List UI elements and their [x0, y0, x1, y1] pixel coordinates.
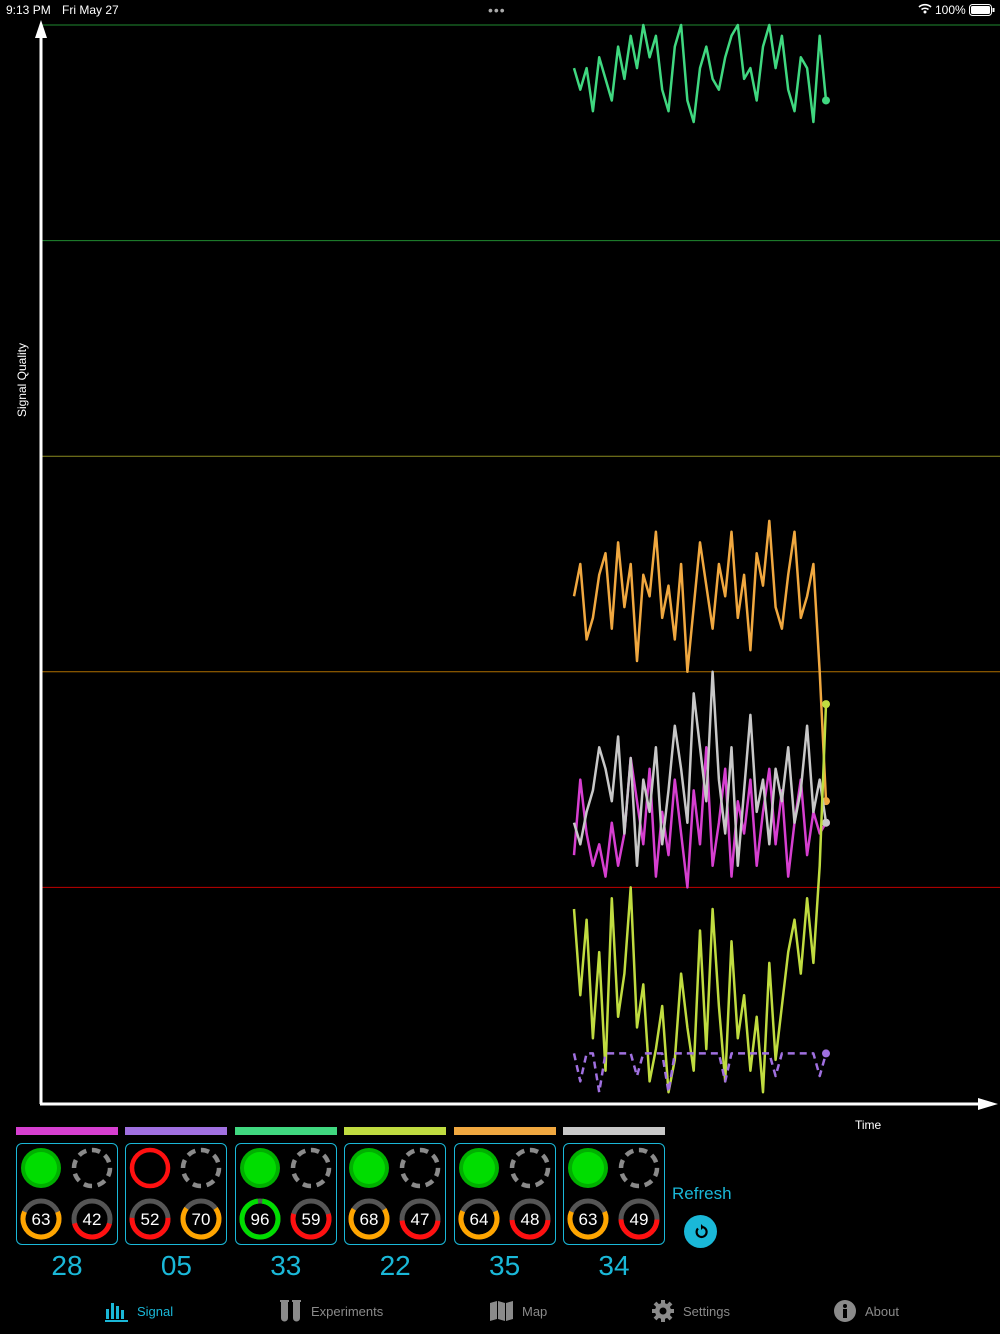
series-end-point	[822, 1049, 830, 1058]
y-axis-label: Signal Quality	[15, 342, 29, 418]
inactive-indicator	[290, 1147, 332, 1189]
series-end-point	[822, 818, 830, 827]
gauge-value: 52	[141, 1210, 160, 1229]
series-end-point	[822, 700, 830, 709]
refresh-icon	[695, 1223, 708, 1238]
series-line	[572, 746, 828, 889]
gauge-value: 96	[250, 1210, 269, 1229]
series-line	[572, 704, 828, 1094]
sensor-card[interactable]: 96 59	[234, 1143, 337, 1245]
quality-gauge: 48	[509, 1198, 551, 1240]
battery-icon	[969, 4, 995, 19]
series-line	[572, 519, 828, 802]
sensor-card[interactable]: 64 48	[453, 1143, 556, 1245]
sensor-id: 28	[51, 1250, 83, 1281]
quality-gauge: 63	[567, 1198, 609, 1240]
status-time: 9:13 PM	[6, 3, 51, 17]
quality-gauge: 96	[239, 1198, 281, 1240]
sensor-color-bar	[563, 1127, 665, 1135]
y-axis-arrow	[35, 20, 47, 38]
sensor-id: 05	[160, 1250, 192, 1281]
refresh-label[interactable]: Refresh	[672, 1184, 732, 1203]
gauge-value: 64	[469, 1210, 488, 1229]
quality-gauge: 49	[618, 1198, 660, 1240]
refresh-button[interactable]	[684, 1215, 717, 1248]
inactive-indicator	[71, 1147, 113, 1189]
sensor-color-bar	[125, 1127, 228, 1135]
gauge-value: 47	[411, 1210, 430, 1229]
info-icon	[834, 1300, 856, 1322]
sensor-id: 22	[379, 1250, 411, 1281]
test-tubes-icon	[280, 1300, 301, 1322]
sensor-id: 33	[270, 1250, 302, 1281]
quality-gauge: 70	[180, 1198, 222, 1240]
gear-icon	[652, 1300, 674, 1322]
multitask-dots[interactable]: •••	[488, 2, 506, 18]
inactive-indicator	[618, 1147, 660, 1189]
inactive-indicator	[399, 1147, 441, 1189]
status-indicator	[130, 1147, 171, 1189]
series-line	[572, 1052, 828, 1094]
sensor-card[interactable]: 63 49	[563, 1143, 665, 1245]
quality-gauge: 47	[399, 1198, 441, 1240]
series-end-point	[822, 96, 830, 105]
tab-label: Experiments	[311, 1303, 384, 1319]
tab-label: Signal	[137, 1303, 174, 1319]
tab-about[interactable]: About	[833, 1298, 899, 1324]
sensor-card[interactable]: 63 42	[16, 1143, 118, 1245]
gauge-value: 42	[83, 1210, 102, 1229]
inactive-indicator	[181, 1147, 222, 1189]
battery-percent: 100%	[935, 3, 966, 17]
sensor-card[interactable]: 52 70	[125, 1143, 228, 1245]
tab-map[interactable]: Map	[490, 1298, 547, 1324]
sensor-color-bar	[234, 1127, 337, 1135]
sensor-color-bar	[344, 1127, 447, 1135]
tab-label: About	[865, 1303, 899, 1319]
sensor-card[interactable]: 68 47	[344, 1143, 447, 1245]
wifi-icon	[918, 3, 932, 17]
gauge-value: 49	[630, 1210, 649, 1229]
x-axis-arrow	[978, 1098, 998, 1110]
gauge-value: 63	[579, 1210, 598, 1229]
inactive-indicator	[509, 1147, 550, 1189]
tab-settings[interactable]: Settings	[651, 1298, 730, 1324]
gauge-value: 70	[192, 1210, 211, 1229]
x-axis-label: Time	[855, 1118, 882, 1132]
sensor-id: 35	[489, 1250, 521, 1281]
sensor-color-bar	[16, 1127, 118, 1135]
quality-gauge: 52	[129, 1198, 171, 1240]
quality-gauge: 42	[71, 1198, 113, 1240]
gauge-value: 68	[360, 1210, 379, 1229]
tab-signal[interactable]: Signal	[105, 1298, 173, 1324]
quality-gauge: 59	[290, 1198, 332, 1240]
quality-gauge: 64	[458, 1198, 500, 1240]
sensor-color-bar	[453, 1127, 556, 1135]
bar-chart-icon	[105, 1303, 128, 1322]
series-line	[572, 23, 828, 124]
gauge-value: 63	[32, 1210, 51, 1229]
tab-label: Settings	[683, 1303, 730, 1319]
signal-chart	[35, 20, 1000, 1110]
tab-label: Map	[522, 1303, 548, 1319]
map-icon	[490, 1301, 513, 1321]
sensor-id: 34	[598, 1250, 630, 1281]
quality-gauge: 63	[20, 1198, 62, 1240]
quality-gauge: 68	[348, 1198, 390, 1240]
gauge-value: 48	[520, 1210, 539, 1229]
series-line	[572, 670, 828, 868]
gauge-value: 59	[301, 1210, 320, 1229]
tab-experiments[interactable]: Experiments	[279, 1298, 383, 1324]
status-date: Fri May 27	[62, 3, 119, 17]
